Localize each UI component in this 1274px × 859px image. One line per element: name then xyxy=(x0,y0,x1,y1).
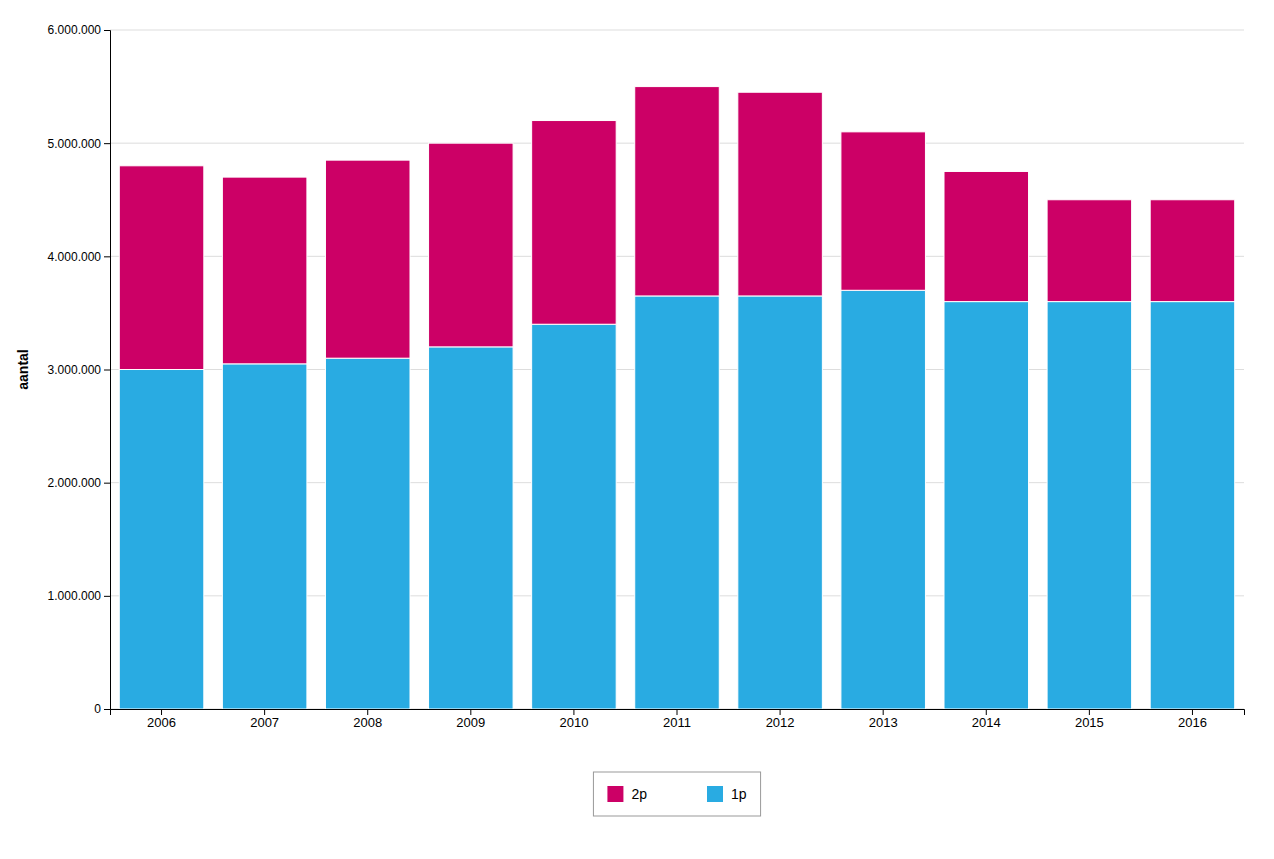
legend-label: 1p xyxy=(731,786,747,802)
bar xyxy=(944,302,1029,709)
x-tick-label: 2015 xyxy=(1075,715,1104,730)
x-tick-mark xyxy=(573,709,574,715)
x-tick-mark xyxy=(367,709,368,715)
bar xyxy=(532,324,617,709)
legend-frame xyxy=(593,772,760,816)
x-tick-label: 2013 xyxy=(869,715,898,730)
bar xyxy=(841,290,926,709)
bar xyxy=(222,364,307,709)
x-tick-mark xyxy=(780,709,781,715)
y-tick: 1.000.000 xyxy=(48,589,110,603)
x-tick: 2012 xyxy=(766,709,795,730)
y-tick-mark xyxy=(104,483,110,484)
y-tick-mark xyxy=(104,596,110,597)
series xyxy=(119,87,1234,370)
bars xyxy=(119,87,1234,709)
y-tick-label: 4.000.000 xyxy=(48,250,102,264)
bar xyxy=(635,296,720,709)
y-tick: 4.000.000 xyxy=(48,250,110,264)
bar xyxy=(119,166,204,370)
x-tick-label: 2006 xyxy=(147,715,176,730)
x-tick-label: 2014 xyxy=(972,715,1001,730)
y-tick-mark xyxy=(104,370,110,371)
x-tick: 2016 xyxy=(1178,709,1207,730)
y-tick: 0 xyxy=(94,702,110,716)
x-tick-label: 2012 xyxy=(766,715,795,730)
x-tick-mark xyxy=(1192,709,1193,715)
x-tick-mark xyxy=(264,709,265,715)
x-tick-mark xyxy=(470,709,471,715)
x-axis: 2006 2007 2008 2009 2010 2011 2012 2013 2014 2015… xyxy=(111,709,1245,730)
legend: 2p 1p xyxy=(593,772,760,816)
y-tick: 3.000.000 xyxy=(48,363,110,377)
legend-swatch xyxy=(607,786,623,802)
y-tick: 5.000.000 xyxy=(48,137,110,151)
x-tick-mark xyxy=(1089,709,1090,715)
x-tick: 2007 xyxy=(250,709,279,730)
chart: 2006 2007 2008 2009 2010 2011 2012 2013 2014 2015… xyxy=(0,0,1274,859)
x-tick-label: 2016 xyxy=(1178,715,1207,730)
grid-line xyxy=(110,30,1244,31)
x-tick: 2014 xyxy=(972,709,1001,730)
legend-item: 1p xyxy=(707,786,747,802)
bar xyxy=(119,370,204,710)
bar xyxy=(429,143,514,347)
y-tick-label: 2.000.000 xyxy=(48,476,102,490)
x-tick-label: 2007 xyxy=(250,715,279,730)
x-tick-label: 2009 xyxy=(456,715,485,730)
x-tick: 2011 xyxy=(663,709,691,730)
plot: 2006 2007 2008 2009 2010 2011 2012 2013 2014 2015… xyxy=(48,23,1245,730)
x-tick-mark xyxy=(161,709,162,715)
y-tick-label: 5.000.000 xyxy=(48,137,102,151)
y-tick-mark xyxy=(104,30,110,31)
x-tick-label: 2010 xyxy=(559,715,588,730)
bar xyxy=(1150,200,1235,302)
legend-label: 2p xyxy=(631,786,647,802)
x-tick-label: 2008 xyxy=(353,715,382,730)
y-tick-label: 3.000.000 xyxy=(48,363,102,377)
x-tick-mark xyxy=(677,709,678,715)
x-tick-mark xyxy=(883,709,884,715)
y-tick-label: 0 xyxy=(94,702,101,716)
bar xyxy=(841,132,926,290)
bar xyxy=(635,87,720,296)
bar xyxy=(738,296,823,709)
bar xyxy=(944,171,1029,301)
y-axis-title: aantal xyxy=(15,349,31,389)
bar xyxy=(222,177,307,364)
y-tick-mark xyxy=(104,143,110,144)
y-tick: 2.000.000 xyxy=(48,476,110,490)
x-tick: 2013 xyxy=(869,709,898,730)
x-tick-label: 2011 xyxy=(663,715,691,730)
bar xyxy=(532,121,617,325)
grid xyxy=(110,30,1244,709)
bar xyxy=(738,92,823,296)
x-tick: 2006 xyxy=(147,709,176,730)
x-tick: 2008 xyxy=(353,709,382,730)
y-tick-mark xyxy=(104,709,110,710)
x-tick: 2009 xyxy=(456,709,485,730)
bar xyxy=(429,347,514,709)
bar xyxy=(1047,200,1132,302)
legend-item: 2p xyxy=(607,786,647,802)
x-tick: 2015 xyxy=(1075,709,1104,730)
y-axis: 0 1.000.000 2.000.000 3.000.000 4.000.000 5.0… xyxy=(48,23,111,716)
bar xyxy=(325,358,410,709)
y-tick-label: 1.000.000 xyxy=(48,589,102,603)
bar xyxy=(1047,302,1132,709)
legend-swatch xyxy=(707,786,723,802)
y-axis-line xyxy=(104,31,111,710)
y-tick-label: 6.000.000 xyxy=(48,23,102,37)
bar xyxy=(1150,302,1235,709)
bar xyxy=(325,160,410,358)
y-tick: 6.000.000 xyxy=(48,23,110,37)
x-tick-mark xyxy=(986,709,987,715)
x-tick: 2010 xyxy=(559,709,588,730)
x-axis-line xyxy=(111,710,1245,716)
y-tick-mark xyxy=(104,256,110,257)
